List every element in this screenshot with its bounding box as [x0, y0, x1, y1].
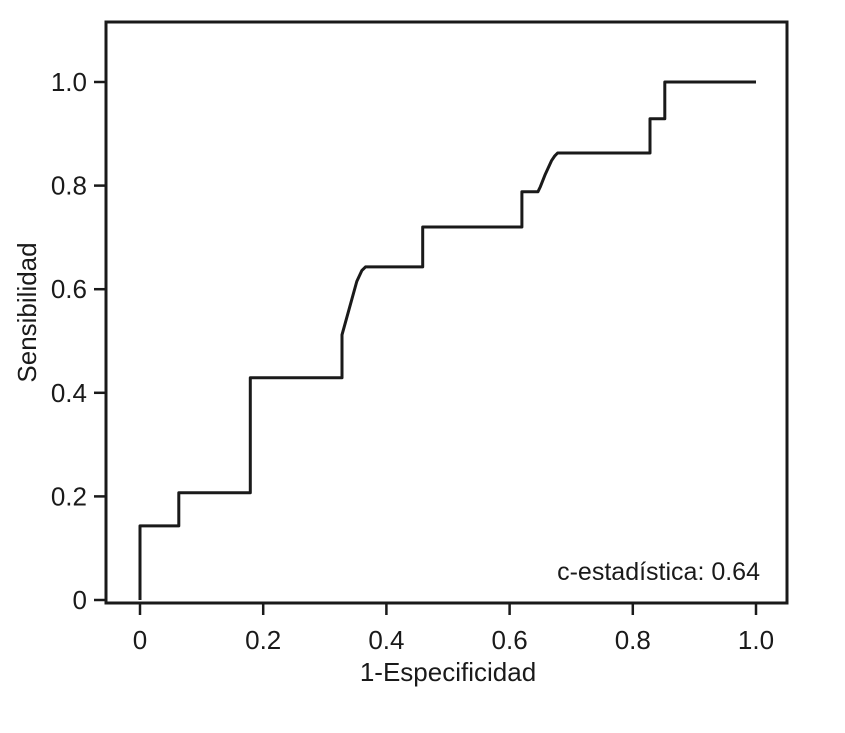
- plot-frame: [104, 20, 789, 605]
- x-tick-label: 0.6: [492, 625, 528, 655]
- x-tick-label: 1.0: [738, 625, 774, 655]
- y-axis-ticks: 0 0.2 0.4 0.6 0.8 1.0: [51, 67, 106, 615]
- y-tick-label: 0.6: [51, 274, 87, 304]
- c-statistic-annotation: c-estadística: 0.64: [557, 558, 760, 586]
- y-tick-label: 0: [73, 585, 87, 615]
- x-tick-label: 0.4: [368, 625, 404, 655]
- y-axis-title: Sensibilidad: [12, 242, 42, 382]
- x-axis-title: 1-Especificidad: [360, 657, 536, 687]
- x-tick-label: 0: [133, 625, 147, 655]
- x-tick-label: 0.8: [615, 625, 651, 655]
- y-tick-label: 1.0: [51, 67, 87, 97]
- x-tick-label: 0.2: [245, 625, 281, 655]
- y-tick-label: 0.4: [51, 378, 87, 408]
- x-axis-ticks: 0 0.2 0.4 0.6 0.8 1.0: [133, 603, 774, 655]
- y-tick-label: 0.2: [51, 481, 87, 511]
- y-tick-label: 0.8: [51, 171, 87, 201]
- roc-curve: [138, 80, 756, 600]
